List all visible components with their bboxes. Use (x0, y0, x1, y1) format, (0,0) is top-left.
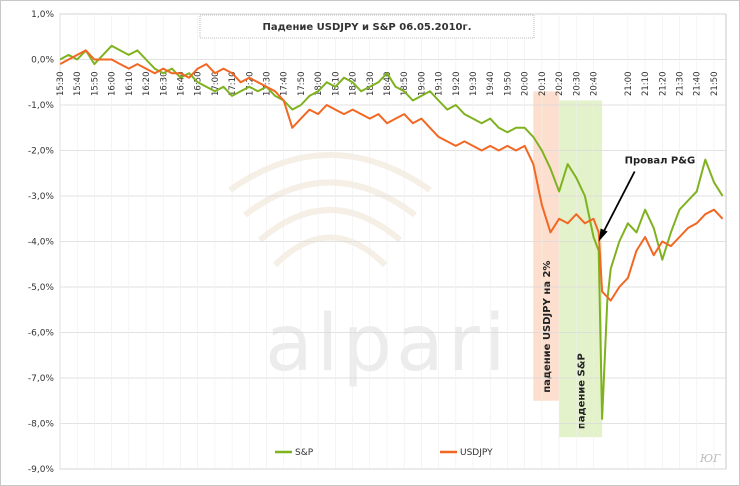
y-tick-label: -7,0% (28, 374, 55, 384)
y-tick-label: 0,0% (31, 56, 54, 66)
y-axis: 1,0% 0,0% -1,0% -2,0% -3,0% -4,0% -5,0% -6,0% -7… (28, 10, 55, 475)
legend-label-sp: S&P (295, 448, 314, 458)
x-tick-label: 18:50 (400, 72, 410, 97)
author-signature: ЮГ (699, 452, 721, 465)
x-tick-label: 16:20 (142, 72, 152, 97)
x-tick-label: 15:30 (56, 72, 66, 97)
watermark: alpari (228, 152, 510, 389)
x-tick-label: 18:10 (331, 72, 341, 97)
chart-title: Падение USDJPY и S&P 06.05.2010г. (262, 22, 471, 33)
x-tick-label: 17:50 (297, 72, 307, 97)
x-tick-label: 15:40 (73, 72, 83, 97)
x-tick-label: 21:40 (693, 72, 703, 97)
y-tick-label: -2,0% (28, 147, 55, 157)
y-tick-label: -3,0% (28, 192, 55, 202)
x-tick-label: 21:20 (658, 72, 668, 97)
x-tick-label: 17:10 (228, 72, 238, 97)
x-tick-label: 19:00 (417, 72, 427, 97)
x-tick-label: 21:30 (676, 72, 686, 97)
x-tick-label: 16:40 (176, 72, 186, 97)
series-lines (60, 44, 724, 420)
legend-label-usdjpy: USDJPY (460, 448, 493, 458)
series-line-sp (60, 44, 724, 420)
y-tick-label: -1,0% (28, 101, 55, 111)
chart-title-box: Падение USDJPY и S&P 06.05.2010г. (199, 14, 535, 39)
watermark-text: alpari (265, 299, 510, 389)
x-tick-label: 17:40 (280, 72, 290, 97)
x-tick-label: 19:30 (469, 72, 479, 97)
y-tick-label: -6,0% (28, 329, 55, 339)
x-tick-label: 18:40 (383, 72, 393, 97)
annotations: Провал P&G (598, 156, 696, 242)
y-tick-label: -5,0% (28, 283, 55, 293)
y-tick-label: -4,0% (28, 238, 55, 248)
x-tick-label: 19:10 (435, 72, 445, 97)
x-tick-label: 19:40 (486, 72, 496, 97)
annotation-arrow-head (598, 228, 608, 242)
x-tick-label: 17:30 (263, 72, 273, 97)
x-tick-label: 21:00 (624, 72, 634, 97)
x-tick-label: 20:00 (521, 72, 531, 97)
x-tick-label: 21:50 (710, 72, 720, 97)
y-tick-label: -8,0% (28, 420, 55, 430)
x-tick-label: 15:50 (90, 72, 100, 97)
highlight-band (559, 100, 603, 438)
highlight-bands: падение USDJPY на 2% падение S&P (533, 91, 603, 438)
grid-lines (59, 13, 727, 470)
y-tick-label: 1,0% (31, 10, 54, 20)
y-tick-label: -9,0% (28, 465, 55, 475)
x-tick-label: 16:10 (125, 72, 135, 97)
highlight-label: падение USDJPY на 2% (542, 261, 553, 393)
legend: S&P USDJPY (275, 448, 493, 458)
x-tick-label: 18:30 (366, 72, 376, 97)
x-tick-label: 16:30 (159, 72, 169, 97)
x-tick-label: 17:20 (245, 72, 255, 96)
x-tick-label: 20:20 (555, 72, 565, 97)
x-tick-label: 21:10 (641, 72, 651, 97)
x-tick-label: 20:10 (538, 72, 548, 97)
x-tick-label: 18:00 (314, 72, 324, 97)
x-tick-label: 17:00 (211, 72, 221, 97)
annotation-arrow-line (599, 171, 636, 238)
x-tick-label: 19:20 (452, 72, 462, 97)
x-tick-label: 19:50 (503, 71, 513, 96)
highlight-label: падение S&P (577, 353, 588, 429)
x-tick-label: 20:30 (572, 72, 582, 97)
series-line-usdjpy (60, 49, 724, 302)
x-tick-label: 20:40 (589, 72, 599, 97)
annotation-label: Провал P&G (625, 156, 696, 167)
x-tick-label: 16:00 (108, 72, 118, 96)
watermark-logo-arcs (228, 152, 432, 268)
x-axis: 15:30 15:40 15:50 16:00 16:10 16:20 16:30 16:40… (56, 71, 720, 96)
